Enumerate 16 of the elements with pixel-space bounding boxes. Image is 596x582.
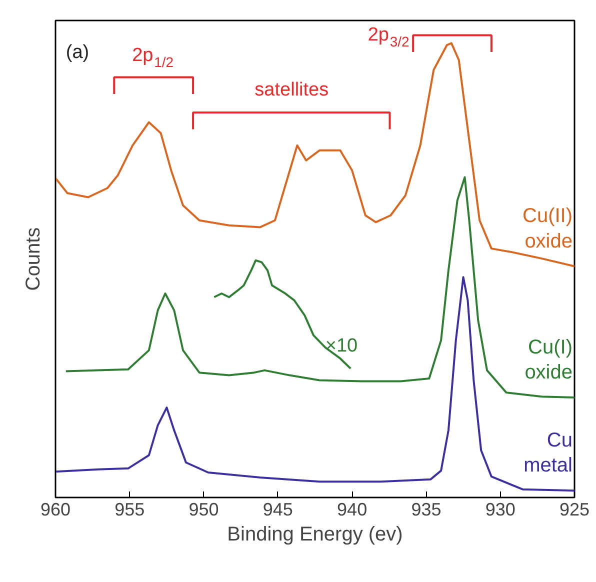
x-tick-label: 945 xyxy=(262,500,293,520)
x-tick-label: 955 xyxy=(114,500,145,520)
annotation: (a) xyxy=(66,42,90,63)
y-axis-title: Counts xyxy=(22,227,44,291)
series-label: Cu(I) oxide xyxy=(524,336,573,384)
x-tick-label: 935 xyxy=(411,500,442,520)
x-tick-label: 940 xyxy=(337,500,368,520)
series-label: Cu(II) oxide xyxy=(522,204,572,252)
x-tick-label: 950 xyxy=(188,500,219,520)
x-tick-label: 925 xyxy=(559,500,590,520)
annotation: satellites xyxy=(254,80,329,101)
x-tick-label: 960 xyxy=(40,500,71,520)
series-label: Cu metal xyxy=(524,429,573,477)
x-tick-label: 930 xyxy=(485,500,516,520)
annotation: ×10 xyxy=(325,335,358,356)
x-axis-title: Binding Energy (ev) xyxy=(227,524,403,546)
